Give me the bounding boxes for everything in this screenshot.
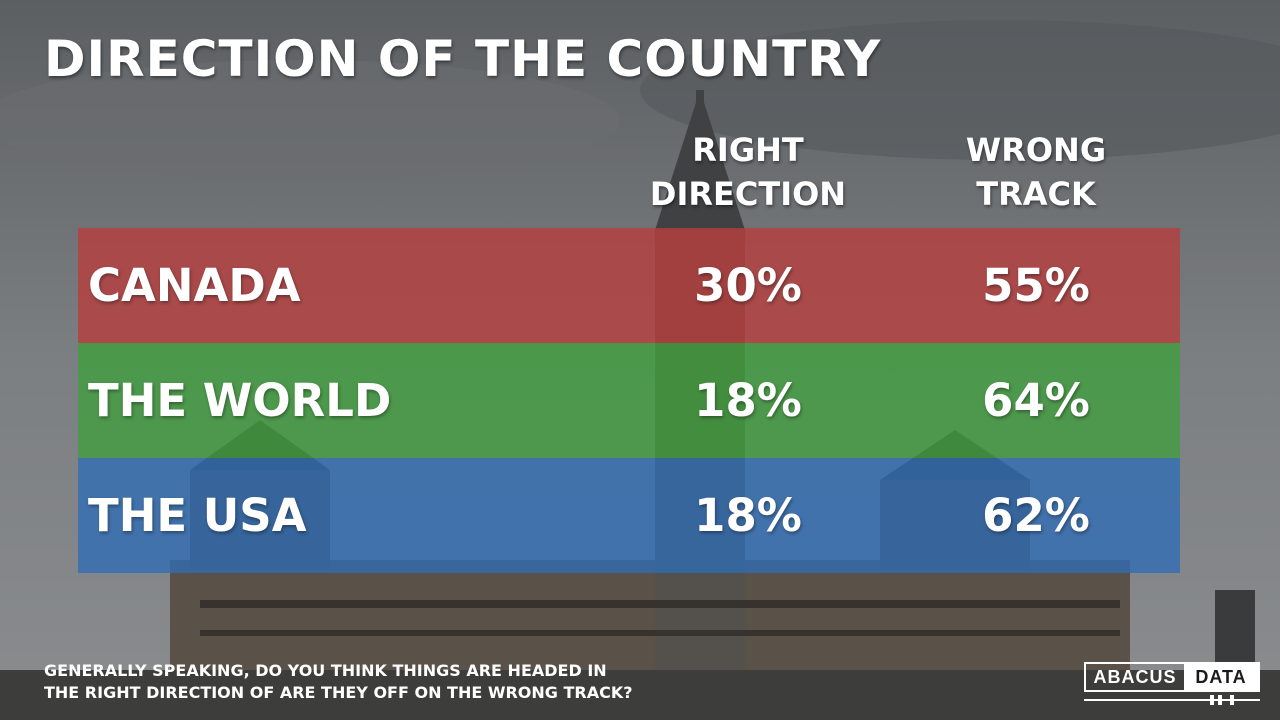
- logo-text-abacus: ABACUS: [1093, 667, 1177, 687]
- column-header-right-direction: RIGHT DIRECTION: [628, 128, 868, 216]
- value-right-direction: 18%: [694, 374, 802, 427]
- survey-question-line: GENERALLY SPEAKING, DO YOU THINK THINGS …: [44, 661, 607, 680]
- logo-abacus-icon: [1084, 695, 1260, 705]
- table-row-the-usa: THE USA 18% 62%: [78, 458, 1180, 573]
- column-header-line: TRACK: [976, 175, 1096, 213]
- survey-question: GENERALLY SPEAKING, DO YOU THINK THINGS …: [44, 660, 633, 704]
- table-row-the-world: THE WORLD 18% 64%: [78, 343, 1180, 458]
- row-label: THE USA: [88, 489, 307, 542]
- logo-box: ABACUS DATA: [1084, 662, 1260, 692]
- table-row-canada: CANADA 30% 55%: [78, 228, 1180, 343]
- value-wrong-track: 62%: [982, 489, 1090, 542]
- column-header-wrong-track: WRONG TRACK: [916, 128, 1156, 216]
- row-label: THE WORLD: [88, 374, 392, 427]
- column-header-line: WRONG: [965, 131, 1107, 169]
- row-label: CANADA: [88, 259, 301, 312]
- value-wrong-track: 55%: [982, 259, 1090, 312]
- logo-text-data: DATA: [1184, 664, 1258, 690]
- page-title: DIRECTION OF THE COUNTRY: [44, 30, 882, 88]
- survey-question-line: THE RIGHT DIRECTION OF ARE THEY OFF ON T…: [44, 683, 633, 702]
- value-wrong-track: 64%: [982, 374, 1090, 427]
- value-right-direction: 18%: [694, 489, 802, 542]
- value-right-direction: 30%: [694, 259, 802, 312]
- abacus-data-logo: ABACUS DATA: [1084, 662, 1260, 708]
- column-header-line: DIRECTION: [649, 175, 847, 213]
- column-header-line: RIGHT: [692, 131, 804, 169]
